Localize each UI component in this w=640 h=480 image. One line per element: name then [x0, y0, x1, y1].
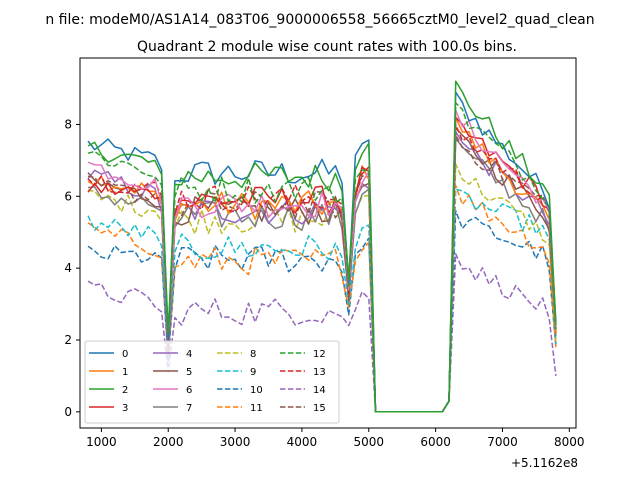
chart-title: Quadrant 2 module wise count rates with …	[137, 39, 517, 55]
y-axis-ticks: 0 2 4 6 8	[64, 117, 80, 419]
y-tick-label: 6	[64, 189, 72, 203]
legend-label-3: 3	[122, 403, 128, 414]
x-tick-label: 5000	[354, 435, 385, 449]
legend-label-6: 6	[186, 385, 192, 396]
legend-label-9: 9	[250, 367, 256, 378]
plot-frame	[79, 57, 577, 429]
y-tick-label: 4	[64, 261, 72, 275]
y-tick-label: 2	[64, 333, 72, 347]
legend-label-4: 4	[186, 349, 192, 360]
x-axis-ticks: 1000 2000 3000 4000 5000 6000 7000 8000	[86, 428, 585, 449]
legend-frame	[84, 340, 340, 424]
legend-label-5: 5	[186, 367, 192, 378]
y-tick-label: 8	[64, 117, 72, 131]
figure-suptitle: n file: modeM0/AS1A14_083T06_9000006558_…	[45, 12, 594, 28]
x-tick-label: 6000	[420, 435, 451, 449]
series-layer	[87, 80, 557, 413]
legend-label-0: 0	[122, 349, 128, 360]
legend-label-2: 2	[122, 385, 128, 396]
legend-label-15: 15	[313, 403, 326, 414]
legend-label-13: 13	[313, 367, 326, 378]
series-line-9	[87, 188, 557, 413]
x-tick-label: 4000	[287, 435, 318, 449]
x-tick-label: 1000	[86, 435, 117, 449]
legend-label-14: 14	[313, 385, 326, 396]
x-tick-label: 7000	[487, 435, 518, 449]
x-tick-label: 2000	[153, 435, 184, 449]
x-tick-label: 3000	[220, 435, 251, 449]
legend-label-11: 11	[250, 403, 263, 414]
x-tick-label: 8000	[554, 435, 585, 449]
legend-label-8: 8	[250, 349, 256, 360]
series-line-2	[87, 80, 557, 413]
legend-label-12: 12	[313, 349, 326, 360]
legend-label-1: 1	[122, 367, 128, 378]
legend-label-10: 10	[250, 385, 263, 396]
x-offset-label: +5.1162e8	[511, 456, 578, 470]
series-line-14	[87, 253, 557, 413]
legend-label-7: 7	[186, 403, 192, 414]
y-tick-label: 0	[64, 405, 72, 419]
